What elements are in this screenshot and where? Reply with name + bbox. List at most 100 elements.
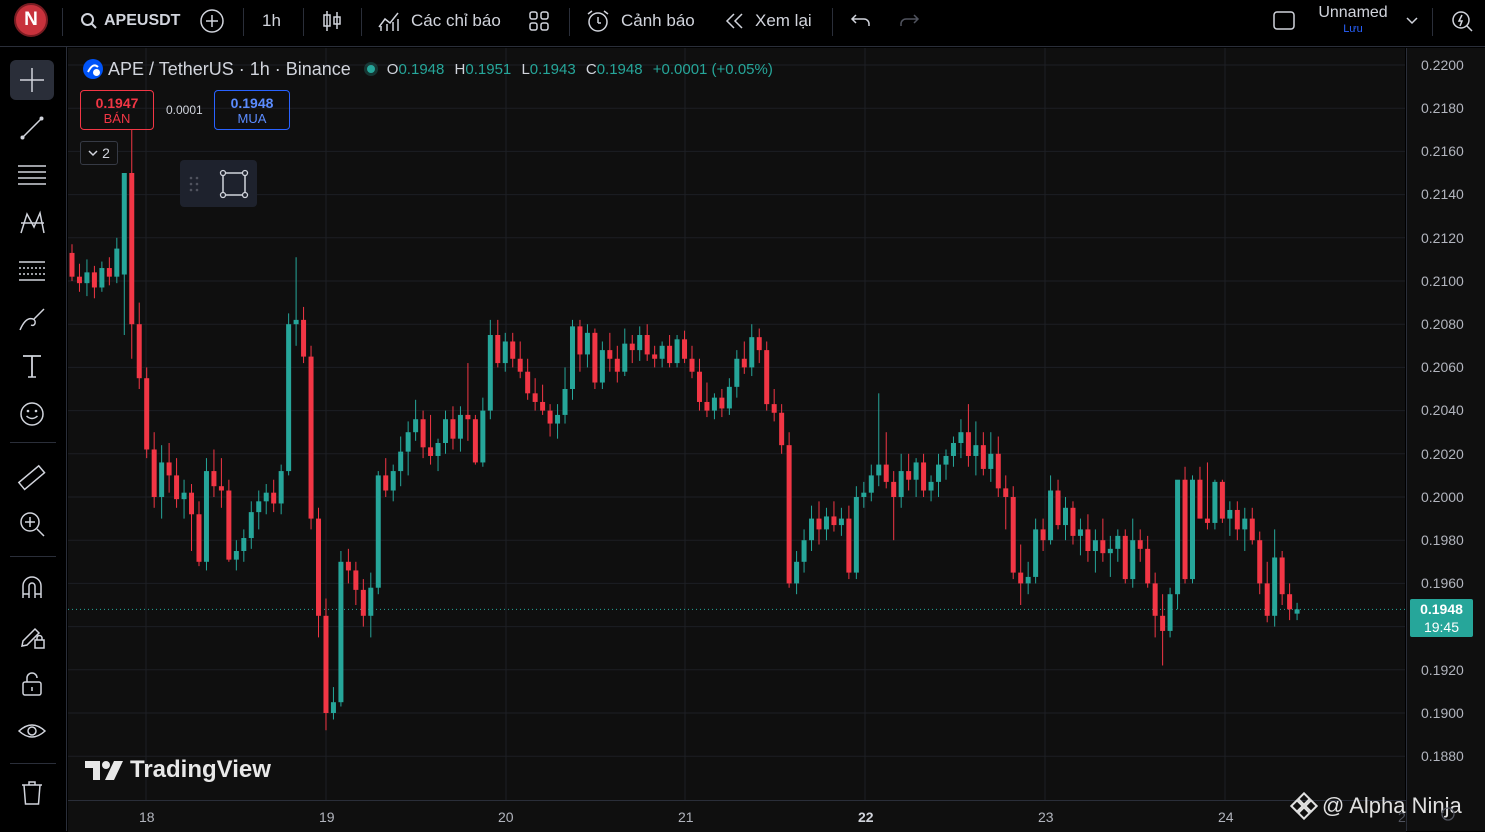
candle-body <box>390 471 396 491</box>
candle-body <box>965 432 971 456</box>
candle <box>129 129 135 359</box>
trend-line-tool[interactable] <box>10 108 54 148</box>
candle <box>838 507 844 536</box>
candle-body <box>495 335 501 364</box>
redo-button[interactable] <box>898 0 920 42</box>
close-value: 0.1948 <box>596 60 643 78</box>
candle-body <box>106 268 112 277</box>
candle <box>218 458 224 508</box>
candle <box>741 341 747 374</box>
candle-body <box>91 272 97 288</box>
candle <box>1115 529 1121 562</box>
user-avatar[interactable]: N <box>14 3 48 37</box>
candle-body <box>846 518 852 573</box>
candle-body <box>1033 529 1039 577</box>
candle <box>1234 501 1240 541</box>
candle-body <box>1152 583 1158 616</box>
remove-drawings-tool[interactable] <box>10 773 54 813</box>
candle <box>1145 535 1151 588</box>
candle <box>286 313 292 476</box>
candle-body <box>353 570 359 590</box>
candle-body <box>741 358 747 368</box>
candle-body <box>719 397 725 409</box>
replay-button[interactable]: Xem lại <box>723 0 812 42</box>
candle-body <box>1197 479 1203 519</box>
rectangle-tool-button[interactable] <box>218 168 250 200</box>
chart-type-button[interactable] <box>320 0 344 42</box>
candle-body <box>667 345 673 364</box>
quick-search-button[interactable] <box>1450 0 1474 42</box>
settings-icon <box>1441 807 1455 821</box>
candle-body <box>1264 583 1270 616</box>
candle-body <box>973 445 979 456</box>
candle <box>196 501 202 567</box>
candle <box>1040 518 1046 551</box>
candle-body <box>278 471 284 504</box>
ape-coin-icon <box>83 59 103 79</box>
sell-button[interactable]: 0.1947 BÁN <box>80 90 154 130</box>
time-axis-settings-button[interactable] <box>1440 806 1456 822</box>
time-tick: 21 <box>678 809 694 825</box>
crosshair-tool[interactable] <box>10 60 54 100</box>
zoom-in-tool[interactable] <box>10 504 54 544</box>
text-tool[interactable] <box>10 346 54 386</box>
drawing-mode-tool[interactable] <box>10 616 54 656</box>
candle-body <box>248 512 254 539</box>
candlestick-chart[interactable] <box>68 48 1405 800</box>
candle-body <box>338 561 344 703</box>
layout-select-checkbox[interactable] <box>1272 0 1296 42</box>
price-axis[interactable]: 0.2200 0.2180 0.2160 0.2140 0.2120 0.210… <box>1406 48 1485 831</box>
time-axis[interactable]: 18 19 20 21 22 23 24 2 <box>68 800 1406 832</box>
pattern-tool[interactable] <box>10 203 54 243</box>
divider <box>361 8 362 36</box>
alerts-button[interactable]: Cảnh báo <box>585 0 695 42</box>
magnet-tool[interactable] <box>10 568 54 608</box>
indicators-label: Các chỉ báo <box>411 11 501 30</box>
drawing-toolbar <box>0 47 67 831</box>
candle-body <box>286 324 292 472</box>
candle <box>353 561 359 605</box>
horizontal-lines-icon <box>18 165 46 185</box>
indicators-button[interactable]: Các chỉ báo <box>377 0 501 42</box>
candle-body <box>913 462 919 480</box>
templates-button[interactable] <box>528 0 550 42</box>
compare-symbol-button[interactable] <box>199 0 225 42</box>
layout-menu-button[interactable] <box>1405 0 1419 42</box>
undo-button[interactable] <box>850 0 872 42</box>
candle-body <box>995 453 1001 489</box>
low-label: L <box>521 60 530 78</box>
symbol-search-button[interactable]: APEUSDT <box>80 0 180 42</box>
candle-body <box>809 518 815 541</box>
candle-body <box>1204 518 1210 523</box>
candle <box>756 328 762 364</box>
price-tick: 0.2020 <box>1421 446 1464 462</box>
drag-handle[interactable] <box>188 174 200 194</box>
candle-body <box>450 419 456 439</box>
brush-tool[interactable] <box>10 299 54 339</box>
interval-button[interactable]: 1h <box>262 11 281 30</box>
fib-tool[interactable] <box>10 155 54 195</box>
plus-circle-icon <box>200 9 224 33</box>
time-tick: 18 <box>139 809 155 825</box>
lock-drawings-tool[interactable] <box>10 664 54 704</box>
hide-drawings-tool[interactable] <box>10 711 54 751</box>
emoji-tool[interactable] <box>10 394 54 434</box>
prediction-tool[interactable] <box>10 251 54 291</box>
candle-body <box>136 324 142 379</box>
buy-button[interactable]: 0.1948 MUA <box>214 90 290 130</box>
candle <box>1107 535 1113 577</box>
layout-name-button[interactable]: Unnamed Lưu <box>1310 4 1396 35</box>
measure-tool[interactable] <box>10 458 54 498</box>
candle <box>241 529 247 562</box>
candle <box>189 484 195 551</box>
collapse-indicators-button[interactable]: 2 <box>80 141 118 165</box>
candle <box>99 261 105 292</box>
candle <box>390 464 396 502</box>
candle-body <box>413 419 419 433</box>
candle <box>121 173 127 335</box>
candle <box>659 341 665 368</box>
divider <box>303 8 304 36</box>
candle <box>853 486 859 580</box>
credit-watermark: @ Alpha Ninja <box>1290 792 1462 820</box>
candle-body <box>532 393 538 402</box>
